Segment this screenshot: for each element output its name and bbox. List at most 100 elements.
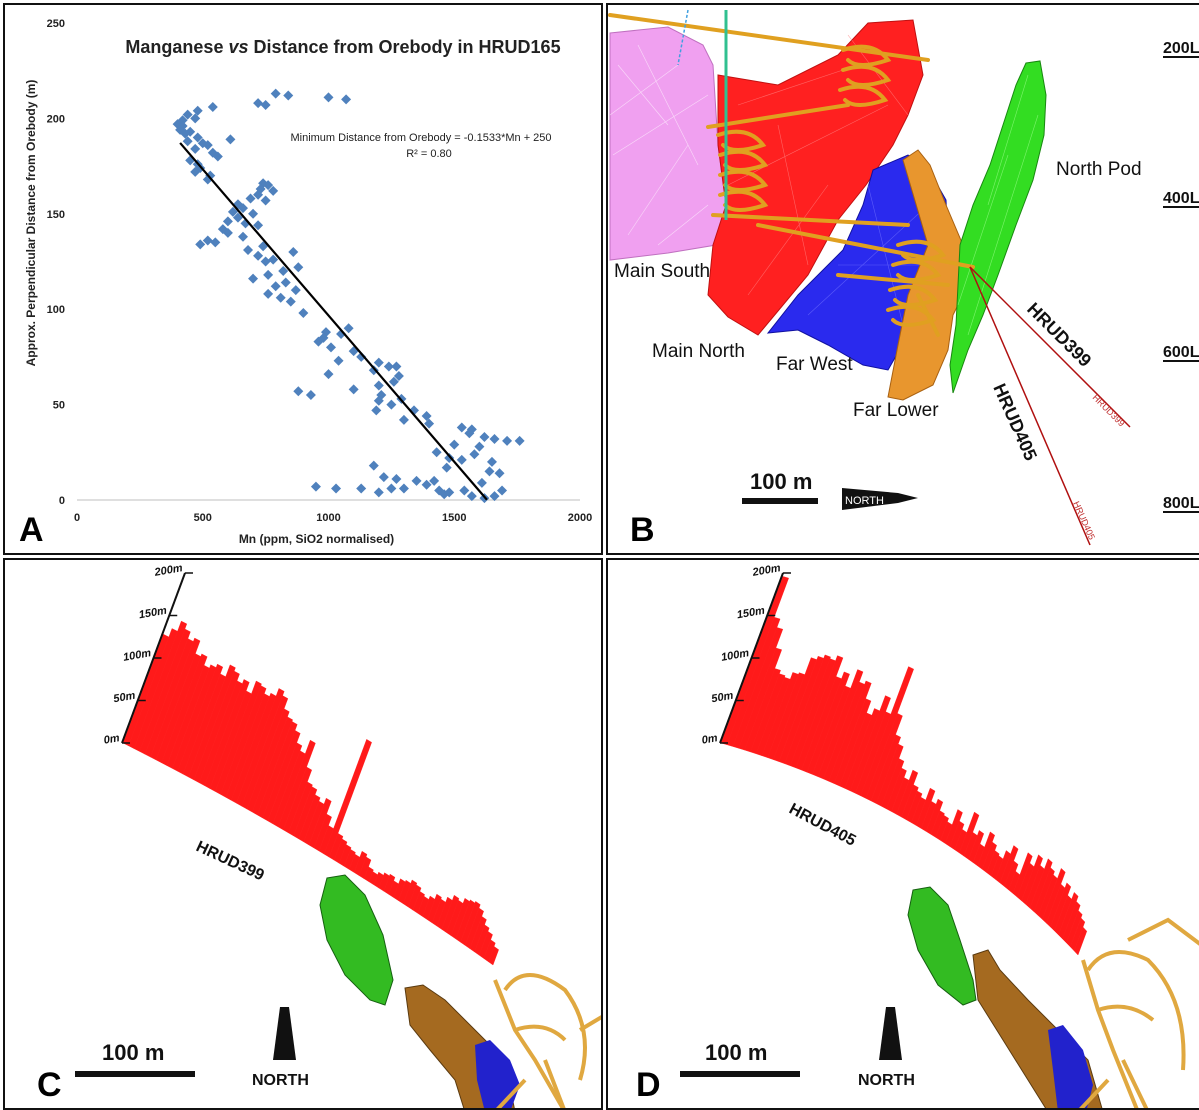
histogram-bar	[358, 856, 372, 879]
scatter-point	[227, 206, 238, 217]
label-north-pod: North Pod	[1056, 159, 1142, 180]
scatter-point	[268, 185, 279, 196]
histogram-bar	[236, 688, 285, 807]
scatter-point	[386, 483, 397, 494]
histogram-bar	[828, 680, 872, 784]
north-label-c: NORTH	[252, 1072, 309, 1089]
scatter-point	[202, 140, 213, 151]
scatter-point	[497, 485, 508, 496]
scatter-point	[253, 98, 264, 109]
trendline	[179, 142, 488, 501]
scatter-point	[278, 266, 289, 277]
histogram-bar	[293, 786, 318, 840]
scatter-point	[444, 487, 455, 498]
histogram-bar	[1033, 867, 1055, 916]
histogram-bar	[986, 850, 1000, 877]
scatter-point	[210, 237, 221, 248]
histogram-bar	[1021, 854, 1043, 905]
profile-axis-ticks-c: 0m 50m 100m 150m 200m	[103, 562, 193, 747]
level-400: 400L	[1163, 190, 1199, 207]
north-label-b: NORTH	[845, 495, 884, 507]
level-800: 800L	[1163, 495, 1199, 512]
scatter-point	[245, 193, 256, 204]
scatter-point	[356, 351, 367, 362]
histogram-bar	[251, 716, 293, 816]
hrud399-trace	[969, 266, 1131, 428]
scale-bar-c	[75, 1071, 195, 1077]
scatter-point	[175, 124, 186, 135]
scatter-point	[323, 369, 334, 380]
histogram-bar	[935, 814, 949, 841]
scatter-point	[293, 262, 304, 273]
scatter-point	[429, 475, 440, 486]
histogram-bar	[150, 637, 201, 761]
histogram-bar	[916, 787, 936, 829]
histogram-bar	[464, 907, 484, 949]
scatter-point	[270, 88, 281, 99]
scatter-point	[298, 308, 309, 319]
histogram-bar	[999, 845, 1019, 887]
histogram-bar	[308, 797, 332, 849]
histogram-bar	[383, 873, 396, 895]
histogram-bar	[896, 769, 919, 818]
scatter-point	[263, 269, 274, 280]
label-far-lower: Far Lower	[853, 400, 939, 421]
scatter-point	[268, 254, 279, 265]
histogram-bar	[1012, 852, 1033, 898]
histogram-bar	[1062, 901, 1081, 944]
scatter-point	[469, 449, 480, 460]
scatter-point	[270, 281, 281, 292]
histogram-bar	[1070, 917, 1086, 952]
histogram-bar	[738, 647, 782, 751]
scatter-point	[190, 113, 201, 124]
scatter-point	[441, 462, 452, 473]
scatter-point	[253, 250, 264, 261]
scatter-point	[237, 203, 248, 214]
histogram-bar	[901, 784, 919, 821]
scatter-point	[260, 256, 271, 267]
scatter-point	[280, 277, 291, 288]
histogram-bar	[220, 685, 267, 798]
scatter-point	[456, 422, 467, 433]
histogram-bar	[1042, 867, 1066, 924]
panel-b-orebody-model: Main South Main North Far West Far Lower…	[606, 3, 1199, 555]
scatter-point	[182, 109, 193, 120]
histogram-bar	[474, 924, 490, 956]
scatter-point	[476, 477, 487, 488]
panel-d-hrud405-profile: 0m 50m 100m 150m 200m HRUD405 100 m NORTH D	[606, 558, 1199, 1110]
histogram-bar	[744, 668, 781, 753]
scatter-point	[489, 491, 500, 502]
hrud405-trace	[969, 266, 1091, 546]
histogram-bar	[977, 831, 995, 870]
scatter-point	[514, 435, 525, 446]
histogram-bar	[441, 894, 460, 933]
histogram-bar	[806, 671, 850, 775]
histogram-bar	[343, 849, 356, 870]
scatter-point	[444, 453, 455, 464]
panel-label-d: D	[636, 1066, 661, 1104]
scatter-point	[388, 376, 399, 387]
scale-bar-label-b: 100 m	[750, 469, 812, 494]
label-hrud399: HRUD399	[1023, 299, 1095, 371]
histogram-bar	[241, 695, 289, 810]
hrud405-histogram	[720, 576, 1088, 956]
scatter-point	[398, 483, 409, 494]
histogram-bar	[944, 809, 963, 847]
scatter-point	[288, 246, 299, 257]
scatter-point	[202, 235, 213, 246]
scatter-point	[263, 288, 274, 299]
scale-bar-b	[742, 498, 818, 504]
scatter-point	[489, 433, 500, 444]
histogram-bar	[732, 627, 784, 749]
histogram-bar	[849, 695, 891, 794]
hole-label-c: HRUD399	[193, 838, 266, 884]
histogram-bar	[930, 810, 945, 838]
scatter-point	[333, 355, 344, 366]
histogram-bar	[323, 739, 372, 858]
scatter-point	[293, 386, 304, 397]
histogram-bar	[298, 794, 321, 843]
scatter-point	[391, 474, 402, 485]
histogram-bar	[1066, 910, 1083, 948]
north-arrow-d	[879, 1007, 902, 1060]
scale-bar-d	[680, 1071, 800, 1077]
